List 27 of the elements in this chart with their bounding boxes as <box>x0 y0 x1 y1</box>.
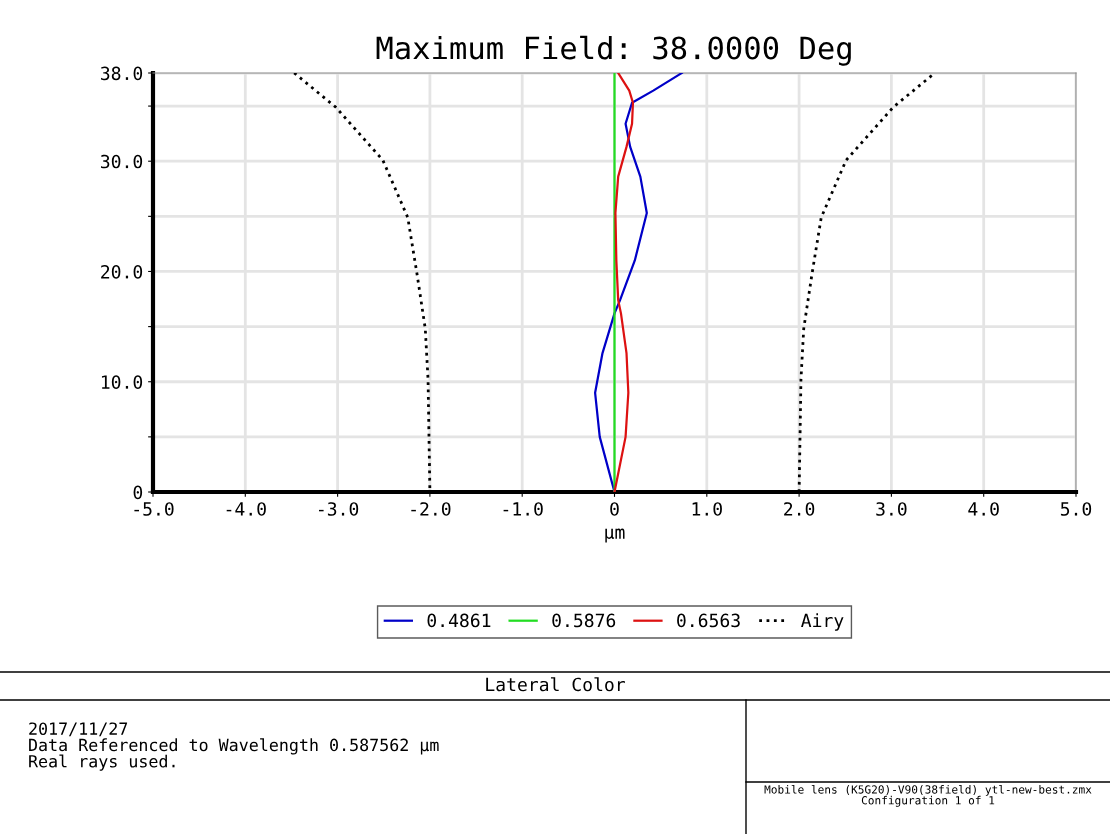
x-tick-label: 2.0 <box>784 502 815 516</box>
chart-title: Maximum Field: 38.0000 Deg <box>376 35 851 66</box>
x-tick-label: 1.0 <box>692 502 722 516</box>
y-tick-label: 38.0 <box>101 66 143 81</box>
x-tick-label: -5.0 <box>134 502 174 516</box>
text: Lateral Color <box>486 677 625 692</box>
x-tick-label: -2.0 <box>411 502 451 516</box>
y-tick-label: 20.0 <box>101 264 143 279</box>
text: 2017/11/27 Data Referenced to Wavelength 0.587562 µm Real rays used. <box>29 722 439 771</box>
y-tick-label: 10.0 <box>101 375 143 389</box>
y-tick-label: 30.0 <box>101 154 143 169</box>
legend-label: 0.6563 <box>677 613 740 628</box>
y-tick-label: 0 <box>133 485 143 500</box>
legend-label: 0.5876 <box>552 613 616 628</box>
x-tick-label: 0 <box>610 502 619 516</box>
text: Mobile lens (K5G20)-V90(38field) ytl-new-best.zmx Configuration 1 of 1 <box>764 785 1092 807</box>
legend-label: Airy <box>801 613 844 631</box>
x-tick-label: -1.0 <box>503 502 543 516</box>
x-tick-label: -3.0 <box>319 502 359 516</box>
x-axis-title: µm <box>605 528 625 543</box>
line-series <box>594 73 683 492</box>
legend-label: 0.4861 <box>427 613 491 628</box>
x-tick-label: -4.0 <box>226 502 266 516</box>
x-tick-label: 5.0 <box>1060 502 1092 516</box>
x-tick-label: 4.0 <box>968 502 999 516</box>
line-series <box>613 73 635 492</box>
x-tick-label: 3.0 <box>876 502 907 516</box>
